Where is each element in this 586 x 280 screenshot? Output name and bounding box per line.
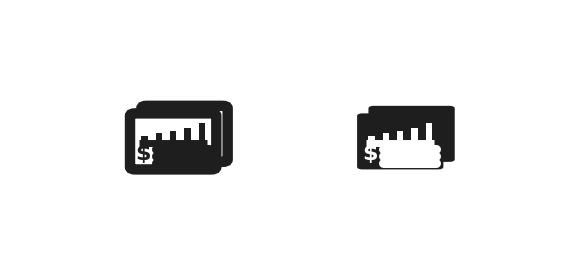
FancyBboxPatch shape bbox=[357, 113, 444, 169]
FancyBboxPatch shape bbox=[199, 123, 205, 143]
FancyBboxPatch shape bbox=[184, 127, 190, 143]
FancyBboxPatch shape bbox=[369, 106, 455, 162]
Text: $: $ bbox=[362, 144, 378, 164]
FancyBboxPatch shape bbox=[141, 106, 227, 162]
FancyBboxPatch shape bbox=[156, 133, 162, 143]
FancyBboxPatch shape bbox=[130, 113, 216, 169]
FancyBboxPatch shape bbox=[411, 127, 418, 143]
Text: $: $ bbox=[135, 144, 151, 164]
FancyBboxPatch shape bbox=[141, 136, 148, 143]
FancyBboxPatch shape bbox=[369, 136, 375, 143]
FancyBboxPatch shape bbox=[425, 123, 432, 143]
FancyBboxPatch shape bbox=[397, 131, 403, 143]
FancyBboxPatch shape bbox=[383, 133, 389, 143]
FancyBboxPatch shape bbox=[170, 131, 176, 143]
